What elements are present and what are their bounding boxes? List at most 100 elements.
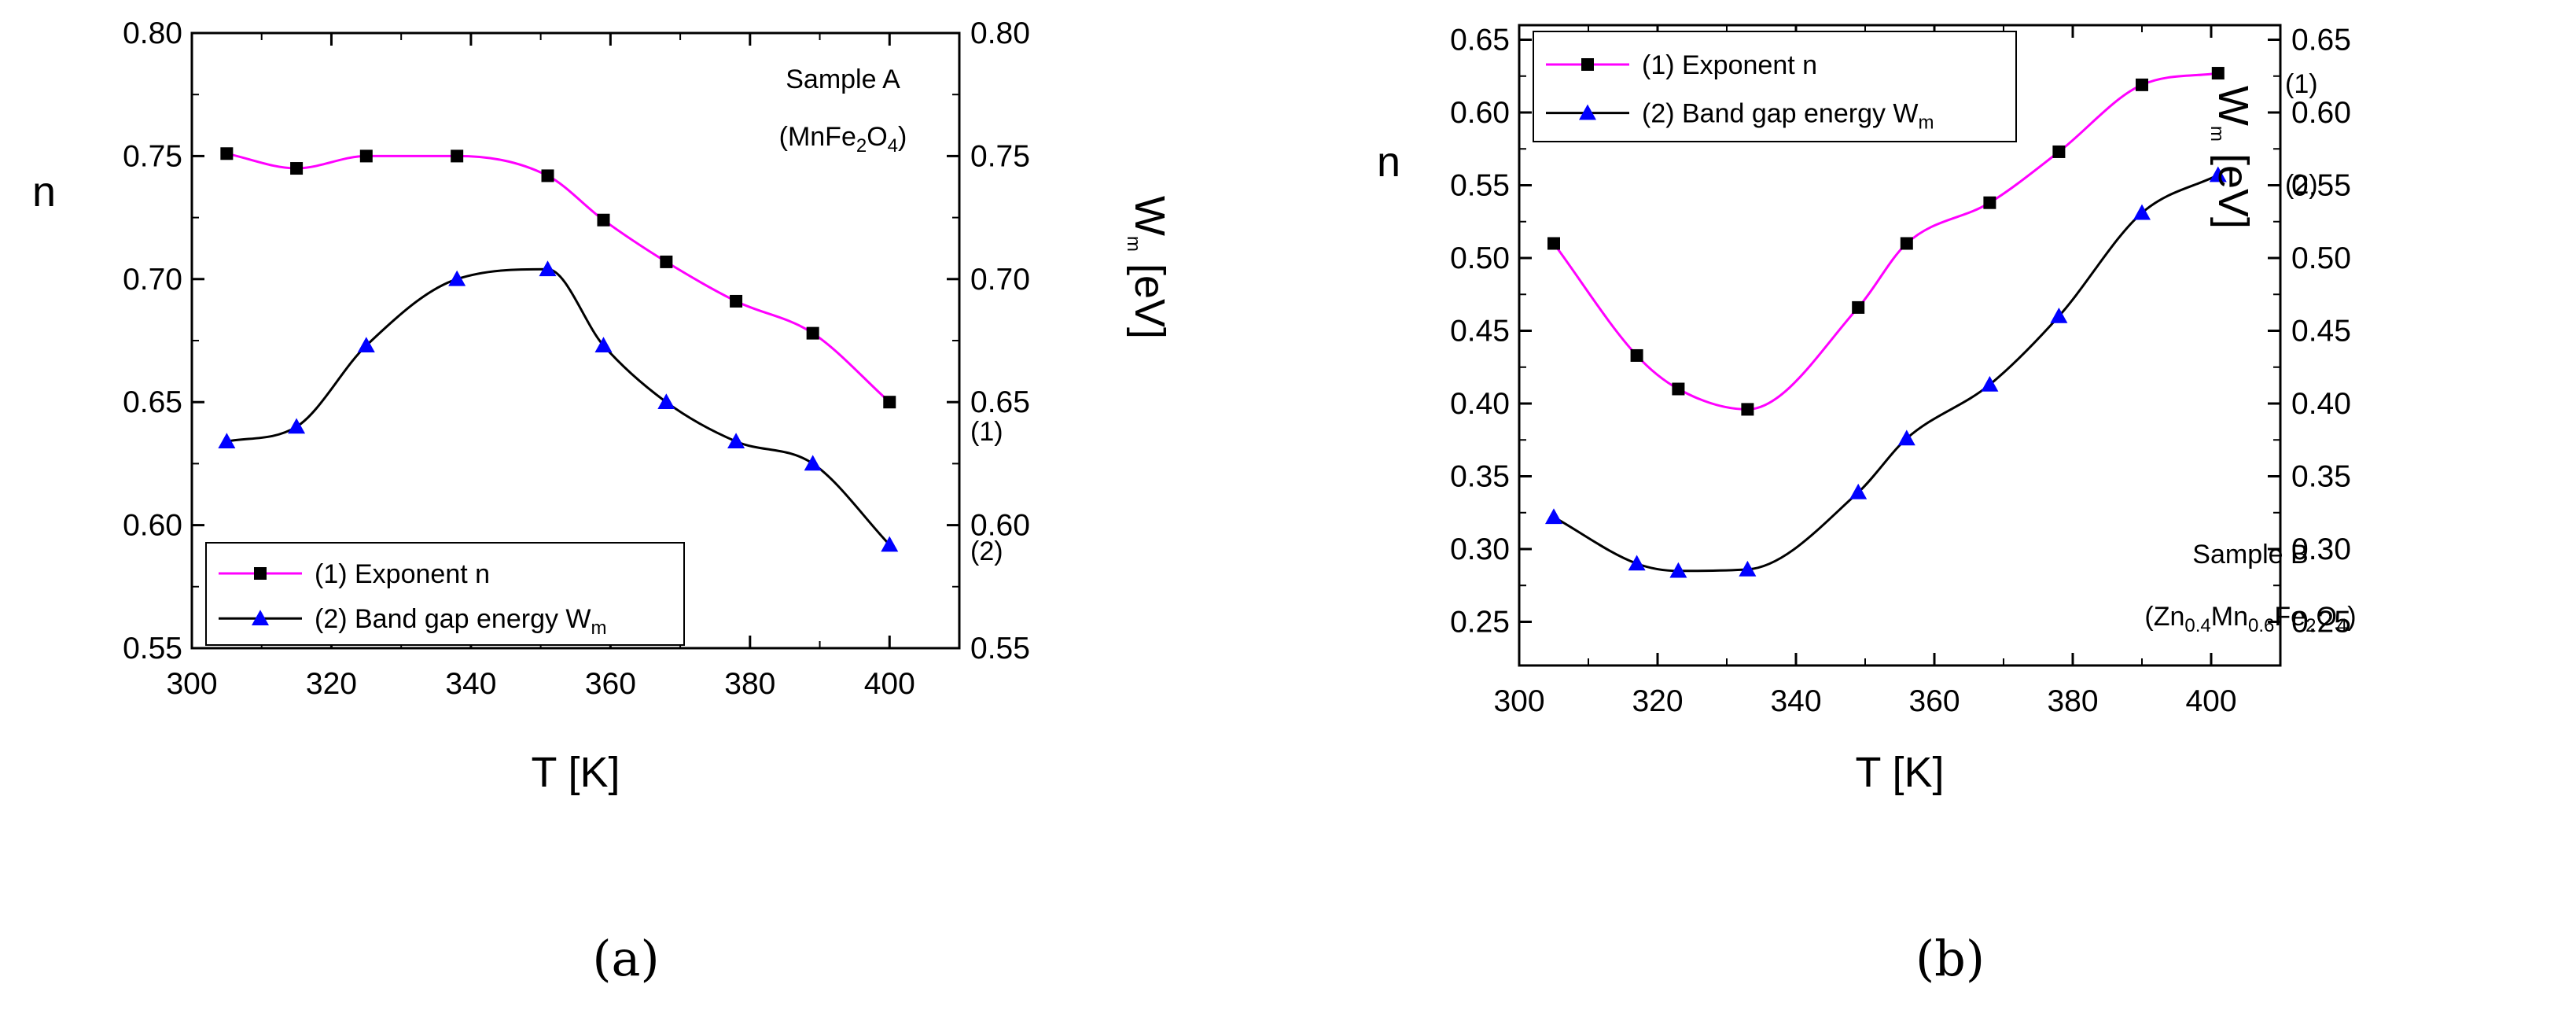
formula-part: 0.4 (2184, 615, 2210, 636)
series-1-point (2052, 145, 2066, 158)
y-axis-left-label-a: n (32, 168, 56, 216)
series-1-end-label-b: (1) (2285, 69, 2318, 99)
legend-box-a (205, 542, 685, 646)
x-tick-label: 400 (864, 667, 915, 701)
series-layer-a (218, 147, 899, 552)
formula-part: 2 (856, 135, 867, 157)
series-2-point (1628, 555, 1646, 571)
series-1-point (1983, 196, 1996, 209)
legend-marker-1-a (254, 567, 267, 580)
series-1-point (1547, 237, 1560, 250)
y-left-tick-label: 0.70 (123, 263, 182, 297)
series-1-point (1672, 382, 1685, 396)
y-left-tick-label: 0.65 (1450, 24, 1510, 57)
formula-part: (MnFe (779, 122, 856, 152)
chart-panel-a: 300 320 340 360 380 400 0.55 0.55 0.60 0.60 0.65 0.… (32, 17, 1173, 796)
series-1-point (730, 294, 743, 308)
series-2-point (2209, 166, 2227, 182)
tick-labels-a: 300 320 340 360 380 400 0.55 0.55 0.60 0.60 0.65 0.… (123, 17, 1030, 701)
legend-label-1-a: (1) Exponent n (315, 559, 490, 589)
formula-part: 4 (888, 135, 898, 157)
series-1-point (451, 149, 464, 163)
sample-formula-b: (Zn0.4Mn0.6Fe2O4) (2144, 602, 2356, 636)
formula-part: 2 (2306, 615, 2316, 636)
y-right-tick-label: 0.80 (970, 17, 1030, 50)
y-right-tick-label: 0.25 (2291, 606, 2351, 640)
series-1-point (806, 326, 819, 340)
series-2-point (1545, 508, 1562, 525)
x-axis-label-a: T [K] (531, 749, 620, 796)
y-right-label-unit-a: [eV] (1126, 252, 1173, 339)
legend-label-2-b: (2) Band gap energy Wm (1642, 99, 1934, 134)
y-axis-left-label-b: n (1377, 138, 1400, 186)
series-1-point (2211, 67, 2225, 80)
y-right-label-main-b: W (2210, 86, 2257, 126)
series-1-point (541, 169, 554, 182)
series-2-point (2133, 204, 2151, 220)
series-2-point (594, 337, 613, 353)
legend-a: (1) Exponent n (2) Band gap energy Wm (205, 542, 685, 646)
legend-label-2-main-a: (2) Band gap energy W (315, 604, 591, 634)
y-left-tick-label: 0.50 (1450, 241, 1510, 275)
formula-part: O (2316, 602, 2336, 632)
y-right-label-sub-a: m (1123, 236, 1144, 252)
panel-caption-b: (b) (1915, 930, 1985, 987)
y-right-tick-label: 0.55 (2291, 169, 2351, 203)
series-2-point (1739, 560, 1757, 577)
y-left-tick-label: 0.30 (1450, 533, 1510, 566)
x-tick-label: 340 (1770, 684, 1821, 718)
series-2-point (657, 393, 675, 409)
y-right-tick-label: 0.55 (970, 632, 1030, 665)
formula-part: Mn (2211, 602, 2248, 632)
y-right-tick-label: 0.30 (2291, 533, 2351, 566)
ticks-a (190, 31, 959, 650)
x-tick-label: 380 (2047, 684, 2098, 718)
series-2-point (1669, 562, 1687, 578)
y-left-tick-label: 0.55 (123, 632, 182, 665)
series-1-point (220, 147, 234, 160)
legend-label-2-sub-b: m (1919, 112, 1934, 134)
y-right-tick-label: 0.40 (2291, 387, 2351, 421)
series-2-point (2050, 308, 2068, 323)
sample-name-a: Sample A (786, 65, 900, 94)
series-1-point (660, 255, 673, 268)
y-left-tick-label: 0.80 (123, 17, 182, 50)
legend-label-2-a: (2) Band gap energy Wm (315, 604, 607, 639)
y-left-tick-label: 0.35 (1450, 460, 1510, 494)
series-1-point (290, 162, 304, 175)
y-right-tick-label: 0.60 (970, 509, 1030, 543)
series-2-point (1897, 429, 1915, 446)
x-tick-label: 380 (724, 667, 775, 701)
series-1-line (226, 152, 891, 404)
formula-part: 0.6 (2248, 615, 2274, 636)
series-2-point (218, 433, 236, 449)
y-right-tick-label: 0.35 (2291, 460, 2351, 494)
series-2-line (1553, 174, 2219, 573)
panel-caption-a: (a) (592, 930, 659, 987)
series-2-point (804, 455, 822, 471)
y-left-tick-label: 0.75 (123, 139, 182, 173)
series-1-point (1630, 348, 1643, 362)
x-tick-label: 300 (1493, 684, 1544, 718)
chart-panel-b: 300 320 340 360 380 400 0.25 0.25 0.30 0.30 0.35 0.… (1377, 24, 2357, 797)
legend-b: (1) Exponent n (2) Band gap energy Wm (1533, 31, 2017, 142)
series-2-point (539, 260, 557, 277)
series-2-point (357, 337, 375, 353)
formula-part: Fe (2274, 602, 2306, 632)
y-left-tick-label: 0.40 (1450, 387, 1510, 421)
legend-label-2-main-b: (2) Band gap energy W (1642, 99, 1919, 129)
x-tick-label: 400 (2185, 684, 2236, 718)
sample-formula-a: (MnFe2O4) (779, 122, 907, 157)
sample-name-b: Sample B (2192, 540, 2308, 570)
series-1-end-label-a: (1) (970, 417, 1003, 447)
series-2-point (1981, 375, 1999, 392)
y-right-label-main-a: W (1126, 196, 1173, 236)
series-2-end-label-a: (2) (970, 536, 1003, 566)
y-right-tick-label: 0.60 (2291, 96, 2351, 130)
series-1-point (883, 396, 896, 409)
series-2-point (881, 536, 899, 552)
series-1-line (1552, 72, 2219, 411)
x-tick-label: 320 (1632, 684, 1683, 718)
legend-box-b (1533, 31, 2017, 142)
series-1-point (1852, 300, 1865, 314)
